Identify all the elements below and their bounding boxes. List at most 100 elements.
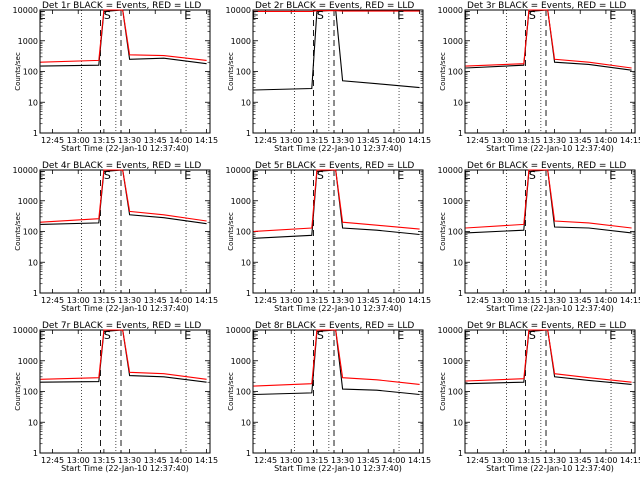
- series-line-lld: [40, 329, 207, 380]
- chart-svg: Det 4r BLACK = Events, RED = LLD 1 10 100 10…: [13, 161, 219, 313]
- y-tick-label: 10: [28, 98, 38, 107]
- chart-svg: Det 2r BLACK = Events, RED = LLD 1 10 100 10…: [226, 1, 432, 153]
- time-marker-label: E: [609, 329, 616, 342]
- time-marker-label: S: [104, 169, 111, 182]
- x-tick-label: 13:30: [331, 456, 354, 465]
- y-tick-label: 100: [23, 228, 38, 237]
- x-axis-label: Start Time (22-Jan-10 12:37:40): [61, 304, 189, 313]
- detector-panel-4: Det 4r BLACK = Events, RED = LLD 1 10 100 10…: [12, 160, 219, 320]
- x-tick-label: 13:15: [305, 136, 328, 145]
- time-marker-label: S: [317, 329, 324, 342]
- y-tick-label: 10: [453, 98, 463, 107]
- chart-title: Det 5r BLACK = Events, RED = LLD: [255, 161, 414, 171]
- y-tick-label: 1: [246, 289, 251, 298]
- x-tick-label: 13:45: [569, 136, 592, 145]
- chart-svg: Det 5r BLACK = Events, RED = LLD 1 10 100 10…: [226, 161, 432, 313]
- y-tick-label: 10: [241, 418, 251, 427]
- y-tick-label: 1000: [231, 37, 251, 46]
- y-tick-label: 1: [458, 449, 463, 458]
- x-tick-label: 14:00: [594, 296, 617, 305]
- x-tick-label: 14:15: [195, 296, 218, 305]
- y-tick-label: 10000: [438, 326, 463, 335]
- x-tick-label: 13:30: [543, 296, 566, 305]
- series-line-lld: [465, 9, 632, 69]
- x-tick-label: 12:45: [41, 136, 64, 145]
- x-tick-label: 12:45: [41, 456, 64, 465]
- detector-panel-6: Det 6r BLACK = Events, RED = LLD 1 10 100 10…: [437, 160, 640, 320]
- y-axis-label: Counts/sec: [14, 52, 22, 91]
- x-tick-label: 14:00: [169, 136, 192, 145]
- time-marker-label: E: [464, 9, 471, 22]
- x-tick-label: 13:15: [92, 296, 115, 305]
- series-line-lld: [465, 329, 632, 383]
- x-axis-label: Start Time (22-Jan-10 12:37:40): [274, 464, 402, 473]
- y-tick-label: 1000: [443, 357, 463, 366]
- time-marker-label: S: [529, 329, 536, 342]
- x-tick-label: 13:45: [569, 456, 592, 465]
- y-tick-label: 100: [448, 388, 463, 397]
- y-tick-label: 10000: [13, 6, 38, 15]
- y-tick-label: 100: [448, 68, 463, 77]
- x-tick-label: 13:30: [118, 296, 141, 305]
- y-tick-label: 1000: [443, 37, 463, 46]
- x-tick-label: 12:45: [466, 136, 489, 145]
- time-marker-label: S: [529, 9, 536, 22]
- x-tick-label: 13:15: [92, 456, 115, 465]
- time-marker-label: S: [104, 329, 111, 342]
- x-tick-label: 13:15: [92, 136, 115, 145]
- x-axis-label: Start Time (22-Jan-10 12:37:40): [274, 144, 402, 153]
- detector-panel-7: Det 7r BLACK = Events, RED = LLD 1 10 100 10…: [12, 320, 219, 480]
- y-tick-label: 10000: [13, 326, 38, 335]
- detector-panel-3: Det 3r BLACK = Events, RED = LLD 1 10 100 10…: [437, 0, 640, 160]
- y-axis-label: Counts/sec: [439, 372, 447, 411]
- x-tick-label: 13:00: [492, 456, 515, 465]
- time-marker-label: S: [529, 169, 536, 182]
- detector-panel-2: Det 2r BLACK = Events, RED = LLD 1 10 100 10…: [225, 0, 432, 160]
- x-tick-label: 14:15: [408, 136, 431, 145]
- time-marker-label: E: [39, 329, 46, 342]
- time-marker-label: E: [609, 9, 616, 22]
- x-tick-label: 13:30: [118, 136, 141, 145]
- series-line-lld: [465, 169, 632, 229]
- time-marker-label: E: [397, 169, 404, 182]
- x-tick-label: 13:15: [305, 456, 328, 465]
- chart-title: Det 3r BLACK = Events, RED = LLD: [467, 1, 626, 11]
- x-tick-label: 13:30: [331, 296, 354, 305]
- time-marker-label: E: [39, 9, 46, 22]
- x-tick-label: 13:45: [357, 136, 380, 145]
- x-tick-label: 13:00: [67, 456, 90, 465]
- x-tick-label: 12:45: [41, 296, 64, 305]
- x-tick-label: 14:15: [408, 296, 431, 305]
- x-tick-label: 14:15: [620, 296, 640, 305]
- time-marker-label: E: [397, 329, 404, 342]
- y-tick-label: 1: [33, 449, 38, 458]
- x-tick-label: 13:30: [543, 456, 566, 465]
- chart-title: Det 6r BLACK = Events, RED = LLD: [467, 161, 626, 171]
- x-tick-label: 13:45: [357, 296, 380, 305]
- x-axis-label: Start Time (22-Jan-10 12:37:40): [61, 464, 189, 473]
- y-tick-label: 100: [23, 388, 38, 397]
- series-line-lld: [40, 9, 207, 63]
- detector-panel-8: Det 8r BLACK = Events, RED = LLD 1 10 100 10…: [225, 320, 432, 480]
- y-tick-label: 10000: [13, 166, 38, 175]
- x-tick-label: 13:00: [492, 136, 515, 145]
- y-tick-label: 10000: [226, 166, 251, 175]
- y-tick-label: 1000: [443, 197, 463, 206]
- x-tick-label: 14:00: [594, 136, 617, 145]
- chart-svg: Det 1r BLACK = Events, RED = LLD 1 10 100 10…: [13, 1, 219, 153]
- y-tick-label: 100: [23, 68, 38, 77]
- x-tick-label: 12:45: [466, 296, 489, 305]
- x-tick-label: 13:15: [517, 296, 540, 305]
- chart-svg: Det 8r BLACK = Events, RED = LLD 1 10 100 10…: [226, 321, 432, 473]
- x-tick-label: 13:00: [492, 296, 515, 305]
- x-tick-label: 13:30: [543, 136, 566, 145]
- y-tick-label: 10: [453, 258, 463, 267]
- y-tick-label: 10: [453, 418, 463, 427]
- x-tick-label: 13:15: [517, 136, 540, 145]
- x-tick-label: 13:45: [357, 456, 380, 465]
- y-tick-label: 1: [246, 129, 251, 138]
- y-tick-label: 10: [241, 98, 251, 107]
- series-line-lld: [253, 329, 420, 387]
- x-tick-label: 13:45: [569, 296, 592, 305]
